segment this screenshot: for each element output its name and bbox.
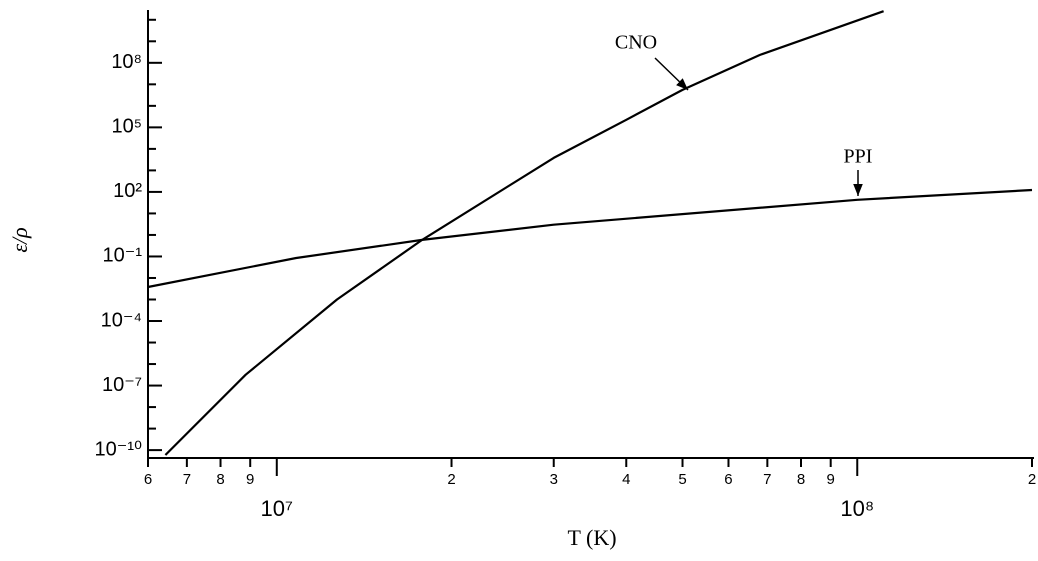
y-tick-label: 10⁻¹: [103, 245, 143, 267]
x-tick-label: 2: [1028, 471, 1036, 488]
x-tick-label: 7: [763, 471, 771, 488]
x-tick-label: 7: [183, 471, 191, 488]
y-tick-label: 10⁵: [111, 116, 142, 138]
y-tick-label: 10²: [113, 180, 142, 202]
x-tick-label: 10⁷: [261, 496, 293, 521]
x-tick-label: 9: [827, 471, 835, 488]
y-tick-label: 10⁸: [111, 51, 142, 73]
x-tick-label: 2: [447, 471, 455, 488]
x-tick-label: 8: [797, 471, 805, 488]
annotation: PPI: [844, 146, 873, 168]
y-tick-label: 10⁻⁷: [102, 374, 142, 396]
y-tick-label: 10⁻¹⁰: [95, 438, 142, 460]
y-axis-label: ε/ρ: [7, 227, 32, 252]
x-axis-label: T (K): [567, 525, 616, 550]
x-tick-label: 4: [622, 471, 630, 488]
y-tick-label: 10⁻⁴: [101, 309, 142, 331]
x-tick-label: 3: [550, 471, 558, 488]
annotation: CNO: [615, 32, 657, 54]
x-tick-label: 9: [246, 471, 254, 488]
annotation-arrow: [654, 57, 689, 91]
line-series: [147, 188, 1033, 289]
line-series: [164, 10, 884, 456]
x-tick-label: 10⁸: [840, 496, 874, 521]
x-tick-label: 6: [724, 471, 732, 488]
x-tick-label: 8: [216, 471, 224, 488]
x-tick-label: 6: [144, 471, 152, 488]
x-tick-label: 5: [678, 471, 686, 488]
